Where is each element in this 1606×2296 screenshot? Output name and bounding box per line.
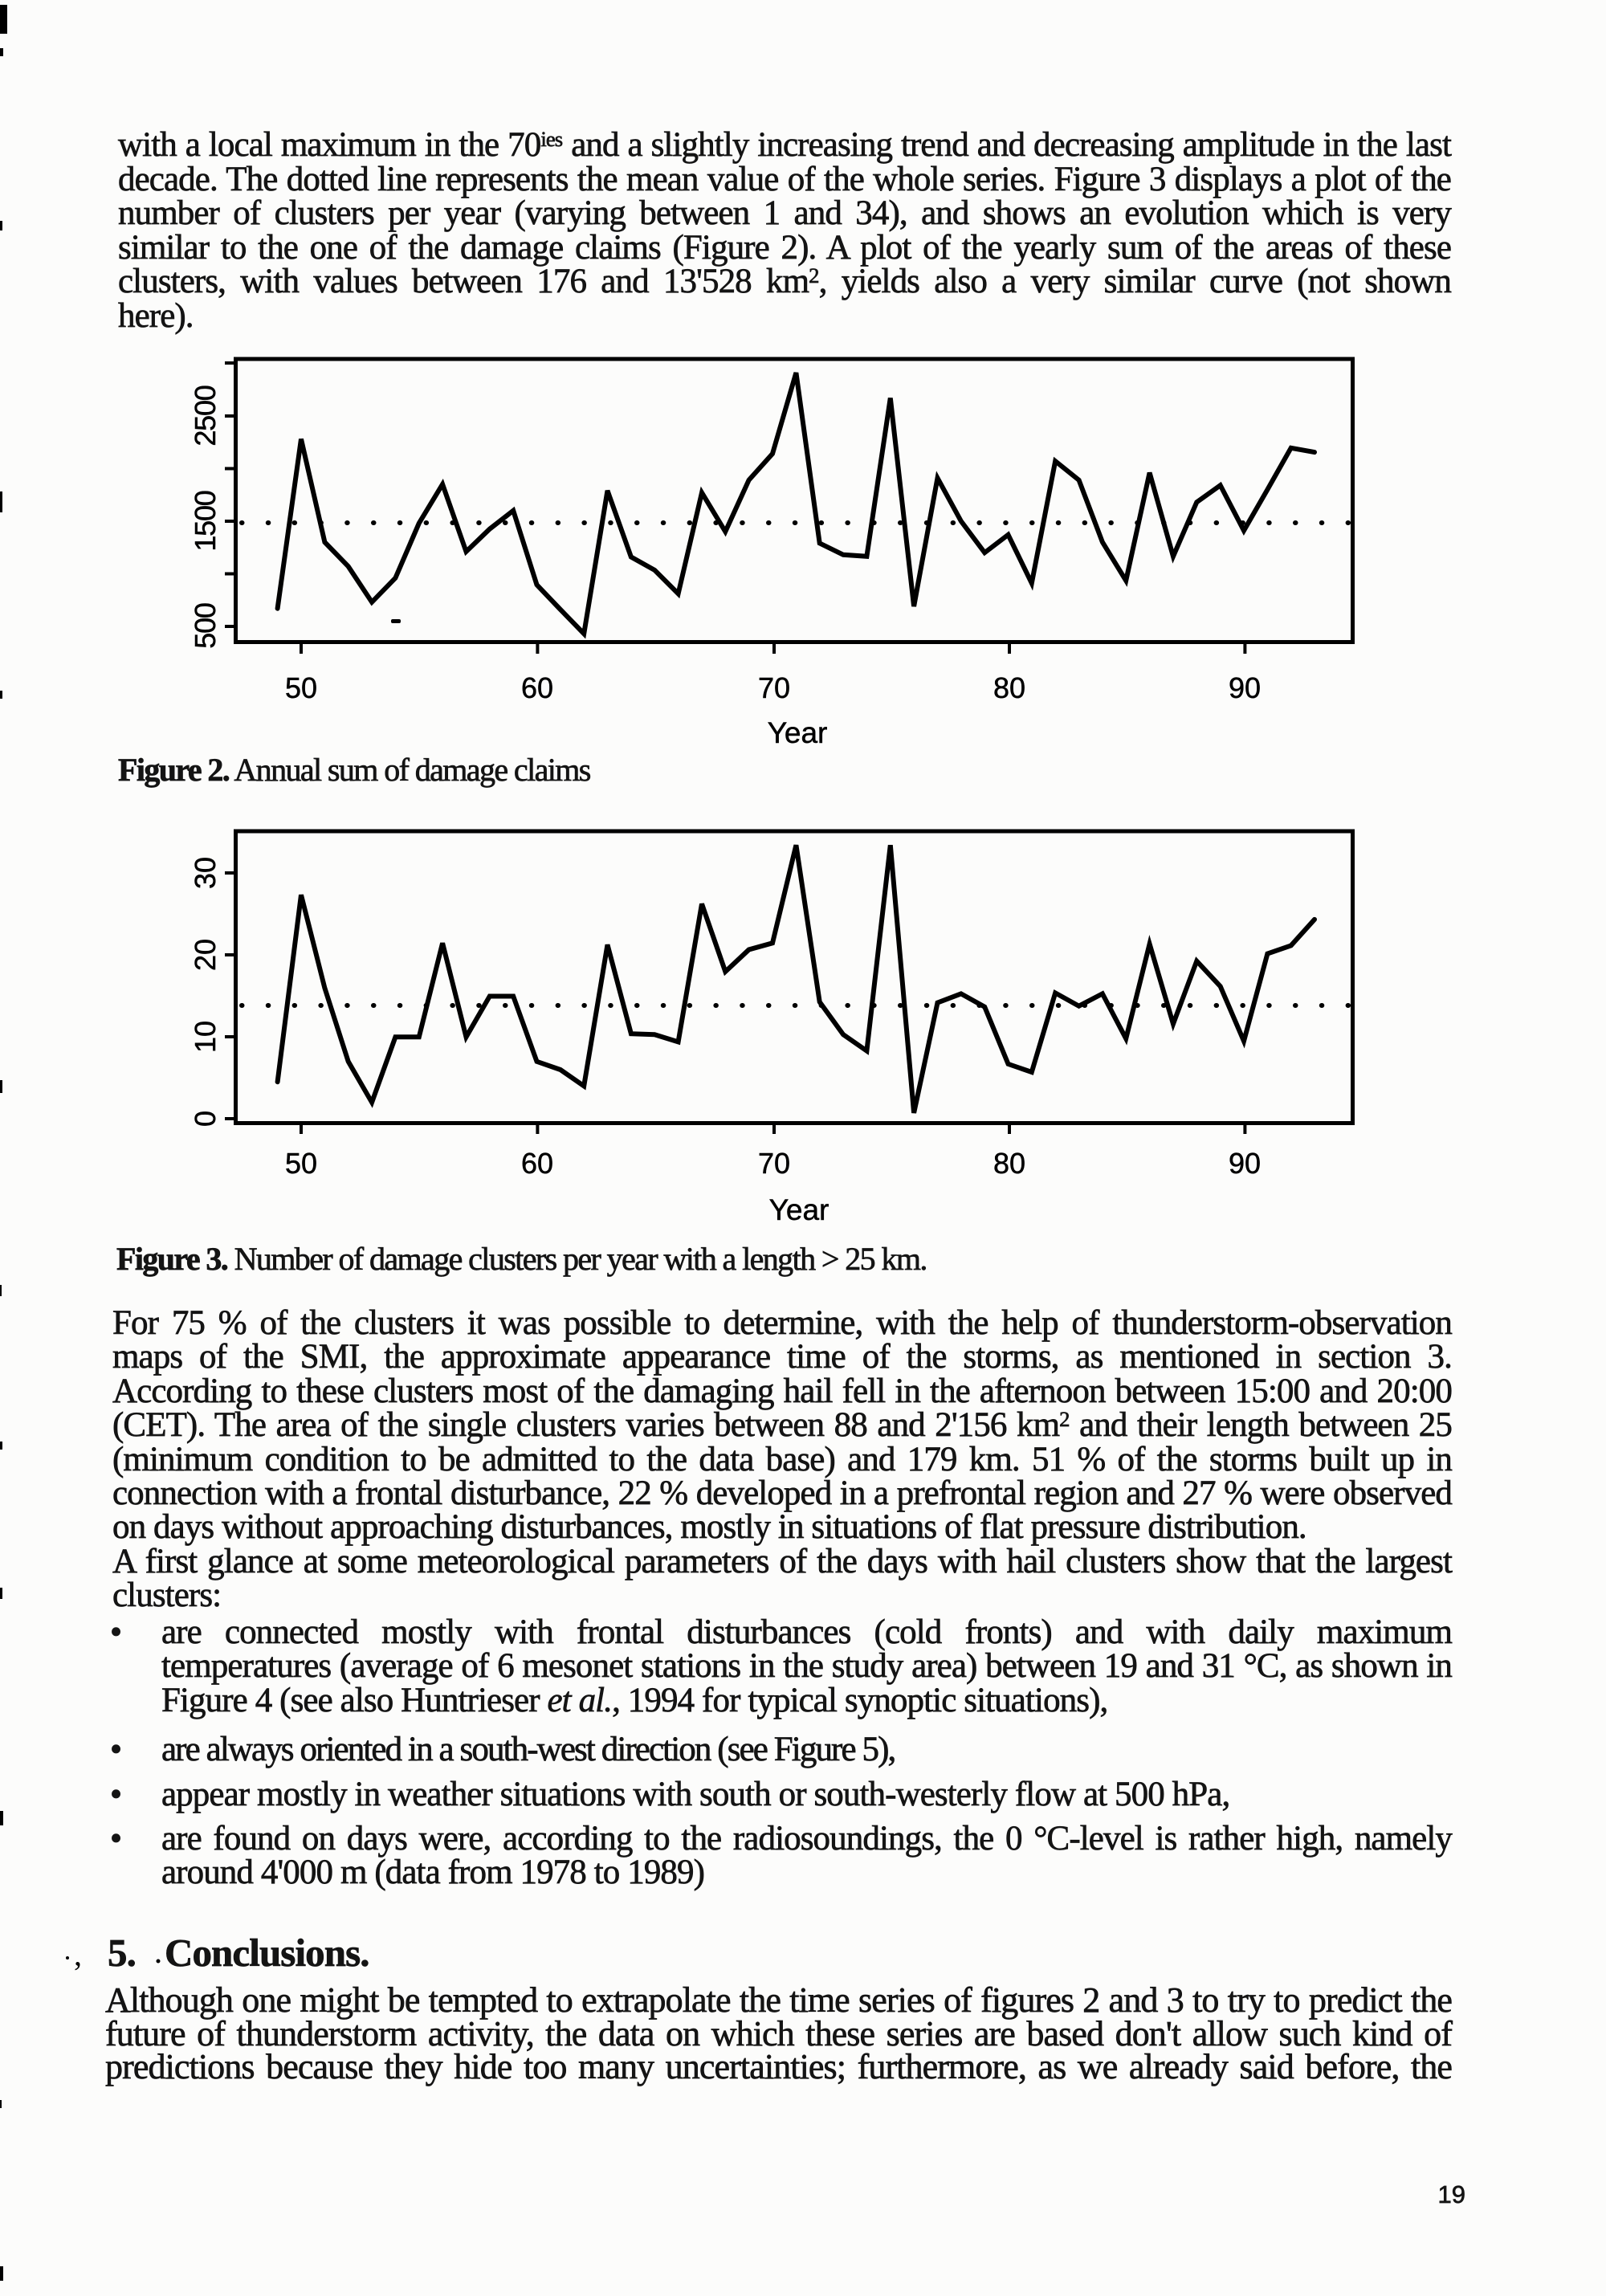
svg-text:0: 0 xyxy=(189,1111,222,1127)
svg-text:50: 50 xyxy=(285,1147,317,1180)
svg-text:,: , xyxy=(74,1936,82,1972)
svg-text:50: 50 xyxy=(285,671,317,704)
svg-text:10: 10 xyxy=(189,1021,222,1053)
svg-text:90: 90 xyxy=(1229,1147,1261,1180)
svg-text:20: 20 xyxy=(189,939,222,971)
svg-text:80: 80 xyxy=(993,671,1025,704)
svg-text:1500: 1500 xyxy=(189,491,222,551)
svg-text:30: 30 xyxy=(189,857,222,889)
svg-text:Year: Year xyxy=(768,716,828,749)
svg-text:60: 60 xyxy=(521,671,553,704)
svg-text:500: 500 xyxy=(189,603,222,649)
svg-text:90: 90 xyxy=(1229,671,1261,704)
svg-text:Year: Year xyxy=(769,1193,829,1226)
svg-text:60: 60 xyxy=(521,1147,553,1180)
svg-text:70: 70 xyxy=(758,671,790,704)
svg-text:80: 80 xyxy=(993,1147,1025,1180)
svg-text:2500: 2500 xyxy=(189,385,222,446)
svg-text:70: 70 xyxy=(758,1147,790,1180)
